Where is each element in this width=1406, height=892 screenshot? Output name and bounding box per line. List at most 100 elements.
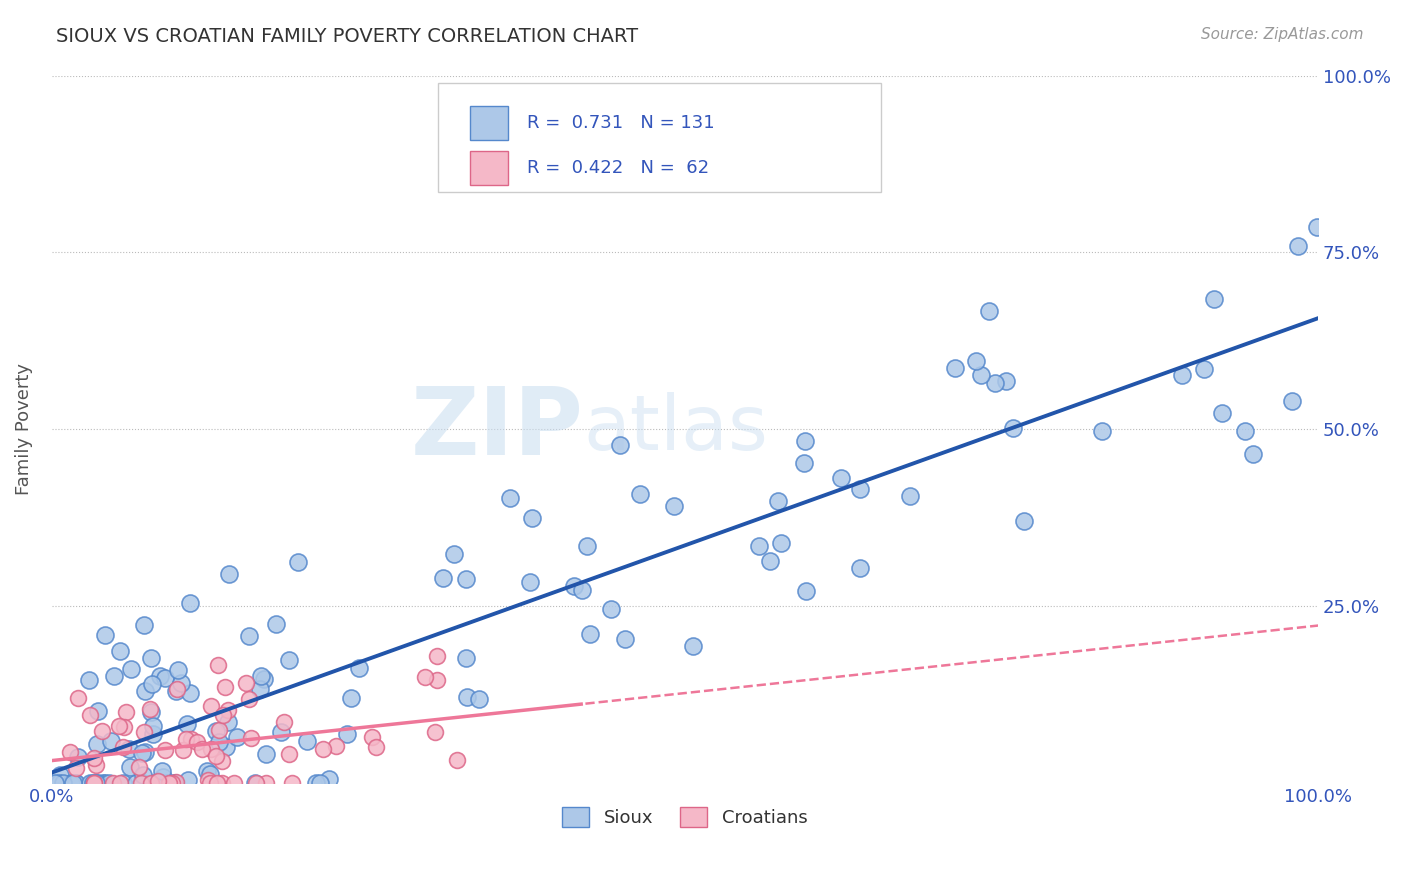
Point — [118, 742, 141, 756]
Point — [222, 776, 245, 790]
Point — [141, 706, 163, 720]
Point — [254, 776, 277, 790]
Point — [1241, 447, 1264, 461]
Point — [176, 772, 198, 787]
Point — [769, 536, 792, 550]
Point — [108, 719, 131, 733]
Point — [115, 705, 138, 719]
Point — [456, 650, 478, 665]
Point — [150, 776, 173, 790]
Point — [79, 708, 101, 723]
Point — [340, 691, 363, 706]
Point — [682, 639, 704, 653]
Point — [139, 702, 162, 716]
Point — [103, 669, 125, 683]
Point — [197, 772, 219, 787]
Point — [141, 776, 163, 790]
Point — [111, 739, 134, 754]
Legend: Sioux, Croatians: Sioux, Croatians — [555, 800, 815, 834]
Point — [239, 731, 262, 745]
Point — [82, 776, 104, 790]
Point — [65, 776, 87, 790]
Point — [174, 731, 197, 746]
Point — [849, 561, 872, 575]
Point — [77, 673, 100, 687]
Point — [253, 672, 276, 686]
Point — [142, 727, 165, 741]
Point — [100, 734, 122, 748]
Point — [94, 776, 117, 790]
Point — [225, 730, 247, 744]
Point — [295, 734, 318, 748]
FancyBboxPatch shape — [439, 83, 882, 193]
Point — [614, 632, 637, 646]
Point — [60, 776, 83, 790]
FancyBboxPatch shape — [470, 151, 508, 185]
Point — [579, 626, 602, 640]
Point — [794, 434, 817, 449]
Point — [134, 683, 156, 698]
FancyBboxPatch shape — [470, 106, 508, 140]
Point — [200, 698, 222, 713]
Point — [609, 438, 631, 452]
Point — [499, 491, 522, 505]
Point — [249, 682, 271, 697]
Point — [360, 731, 382, 745]
Point — [172, 743, 194, 757]
Point — [152, 764, 174, 778]
Point — [51, 776, 73, 790]
Point — [238, 692, 260, 706]
Point — [153, 672, 176, 686]
Point — [1281, 393, 1303, 408]
Point — [468, 691, 491, 706]
Point — [149, 669, 172, 683]
Point — [125, 776, 148, 790]
Point — [195, 764, 218, 778]
Point — [207, 776, 229, 790]
Point — [520, 511, 543, 525]
Point — [943, 361, 966, 376]
Point — [898, 489, 921, 503]
Point — [84, 776, 107, 790]
Point — [91, 776, 114, 790]
Point — [131, 747, 153, 761]
Point — [254, 747, 277, 761]
Text: atlas: atlas — [583, 392, 769, 467]
Point — [180, 732, 202, 747]
Point — [1002, 420, 1025, 434]
Point — [270, 724, 292, 739]
Point — [108, 776, 131, 790]
Point — [83, 776, 105, 790]
Point — [571, 582, 593, 597]
Point — [519, 575, 541, 590]
Point — [200, 767, 222, 781]
Point — [995, 374, 1018, 388]
Point — [443, 547, 465, 561]
Point — [217, 703, 239, 717]
Point — [1091, 424, 1114, 438]
Point — [235, 675, 257, 690]
Y-axis label: Family Poverty: Family Poverty — [15, 363, 32, 495]
Point — [456, 572, 478, 586]
Point — [308, 776, 330, 790]
Point — [576, 540, 599, 554]
Point — [66, 690, 89, 705]
Point — [118, 759, 141, 773]
Point — [48, 776, 70, 790]
Point — [212, 708, 235, 723]
Point — [205, 749, 228, 764]
Point — [432, 571, 454, 585]
Point — [166, 681, 188, 696]
Point — [446, 753, 468, 767]
Point — [318, 772, 340, 786]
Point — [748, 539, 770, 553]
Point — [793, 456, 815, 470]
Point — [1306, 219, 1329, 234]
Point — [170, 676, 193, 690]
Point — [349, 661, 371, 675]
Point — [278, 747, 301, 762]
Point — [87, 776, 110, 790]
Point — [426, 673, 449, 688]
Point — [281, 776, 304, 790]
Point — [132, 617, 155, 632]
